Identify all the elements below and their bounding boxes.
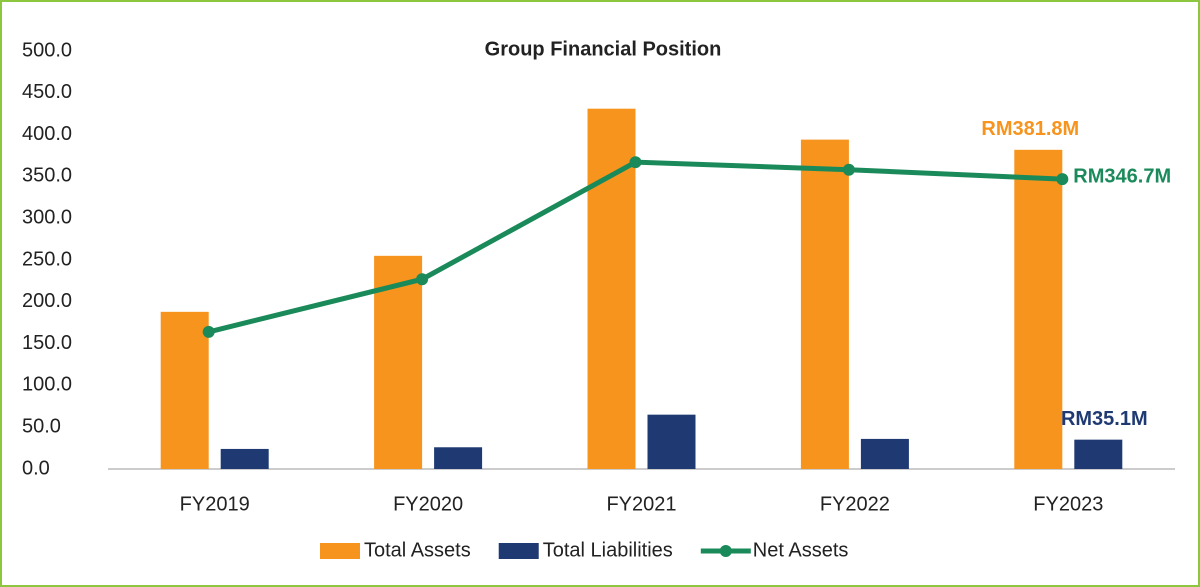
- y-tick-label: 300.0: [22, 206, 72, 228]
- legend-swatch: [320, 543, 360, 559]
- y-tick-label: 350.0: [22, 165, 72, 187]
- y-tick-label: 100.0: [22, 374, 72, 396]
- line-point: [842, 163, 855, 176]
- y-tick-label: 400.0: [22, 123, 72, 145]
- y-tick-label: 450.0: [22, 81, 72, 103]
- x-tick-label: FY2023: [1033, 493, 1103, 515]
- data-label: RM346.7M: [1073, 165, 1171, 187]
- legend-swatch: [498, 543, 539, 559]
- line-point: [416, 273, 429, 286]
- line-point: [629, 156, 642, 169]
- y-tick-label: 200.0: [22, 290, 72, 312]
- x-tick-label: FY2021: [606, 493, 676, 515]
- y-tick-label: 500.0: [22, 39, 72, 61]
- bar: [220, 448, 269, 469]
- bar: [587, 108, 636, 470]
- y-tick-label: 50.0: [22, 415, 61, 437]
- y-tick-label: 150.0: [22, 332, 72, 354]
- x-tick-label: FY2020: [393, 493, 463, 515]
- bar: [1014, 149, 1063, 470]
- x-tick-label: FY2022: [820, 493, 890, 515]
- bar: [800, 139, 849, 469]
- bar: [860, 438, 909, 469]
- bar: [160, 311, 209, 469]
- legend-label: Total Liabilities: [543, 539, 673, 561]
- legend-label: Total Assets: [364, 539, 471, 561]
- chart-title: Group Financial Position: [485, 38, 722, 60]
- bar: [647, 414, 696, 469]
- y-tick-label: 250.0: [22, 248, 72, 270]
- data-label: RM35.1M: [1061, 408, 1148, 430]
- legend-label: Net Assets: [753, 539, 849, 561]
- line-point: [1056, 173, 1069, 186]
- bar: [1074, 439, 1123, 469]
- y-tick-label: 0.0: [22, 457, 50, 479]
- x-tick-label: FY2019: [180, 493, 250, 515]
- legend-swatch: [719, 545, 732, 557]
- line-point: [202, 325, 215, 338]
- bar: [434, 447, 483, 469]
- data-label: RM381.8M: [981, 118, 1079, 140]
